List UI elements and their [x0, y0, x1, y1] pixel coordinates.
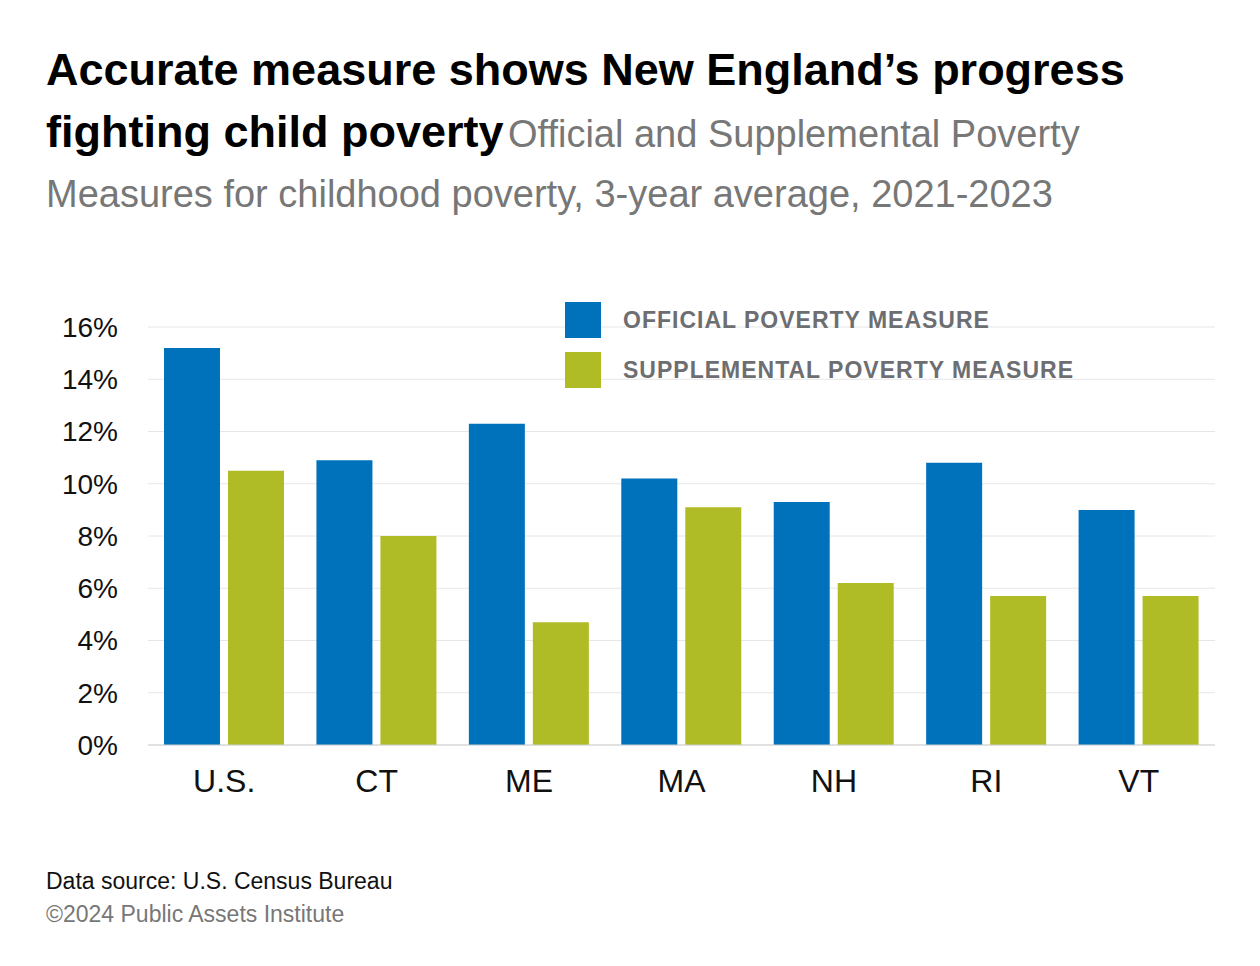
svg-text:16%: 16% — [62, 312, 118, 343]
svg-text:2%: 2% — [78, 678, 118, 709]
html-text:Accurate measure shows New Eng: Accurate measure shows New England’s pro… — [46, 44, 1125, 215]
svg-text:CT: CT — [355, 763, 398, 799]
svg-text:MA: MA — [658, 763, 707, 799]
svg-text:12%: 12% — [62, 416, 118, 447]
html-text:©2024 Public Assets Institute: ©2024 Public Assets Institute — [46, 901, 345, 927]
svg-text:U.S.: U.S. — [193, 763, 255, 799]
html-text:Data source: U.S. Census Burea: Data source: U.S. Census Bureau — [46, 868, 393, 894]
svg-text:10%: 10% — [62, 469, 118, 500]
svg-text:8%: 8% — [78, 521, 118, 552]
html-text:SUPPLEMENTAL POVERTY MEASURE: SUPPLEMENTAL POVERTY MEASURE — [623, 356, 1074, 383]
svg-text:14%: 14% — [62, 364, 118, 395]
svg-text:0%: 0% — [78, 730, 118, 761]
svg-text:RI: RI — [970, 763, 1002, 799]
svg-text:ME: ME — [505, 763, 553, 799]
svg-text:6%: 6% — [78, 573, 118, 604]
html-text:OFFICIAL POVERTY MEASURE: OFFICIAL POVERTY MEASURE — [623, 306, 990, 333]
svg-text:4%: 4% — [78, 625, 118, 656]
svg-text:VT: VT — [1118, 763, 1159, 799]
svg-text:NH: NH — [811, 763, 857, 799]
